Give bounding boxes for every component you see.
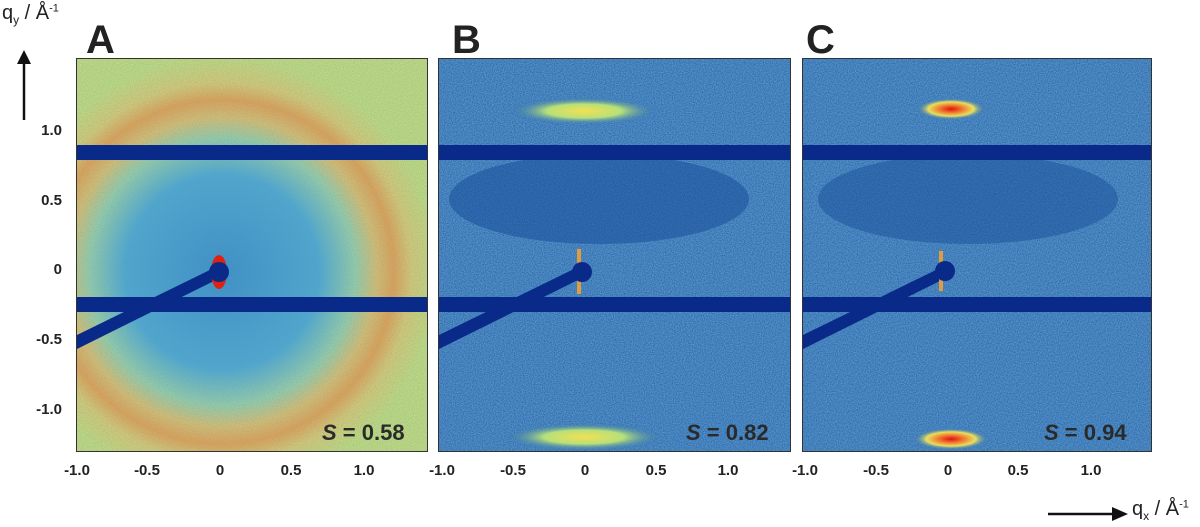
x-tick: -1.0 [792, 462, 818, 479]
panel-label: B [452, 18, 481, 62]
x-tick: 0.5 [1007, 462, 1029, 479]
panel-a-image [76, 58, 428, 452]
y-tick: 0.5 [41, 192, 62, 209]
x-tick: 0.5 [645, 462, 667, 479]
order-parameter-label: S = 0.82 [686, 420, 769, 445]
x-tick: 0.5 [280, 462, 302, 479]
x-tick: -0.5 [500, 462, 526, 479]
x-tick: 1.0 [1080, 462, 1102, 479]
y-tick: 1.0 [41, 122, 62, 139]
x-tick: -1.0 [429, 462, 455, 479]
x-axis-arrow-icon [1048, 507, 1128, 521]
y-axis-arrow-icon [17, 50, 31, 120]
y-tick: -1.0 [36, 401, 62, 418]
panel-c-image [802, 58, 1152, 452]
x-tick: -1.0 [64, 462, 90, 479]
order-parameter-label: S = 0.94 [1044, 420, 1127, 445]
x-tick: -0.5 [134, 462, 160, 479]
x-tick: -0.5 [863, 462, 889, 479]
panel-label: C [806, 18, 835, 62]
panel-label: A [86, 18, 115, 62]
x-tick: 0 [215, 462, 225, 479]
y-axis-label: qy / Å-1 [2, 2, 59, 27]
x-tick: 1.0 [717, 462, 739, 479]
order-parameter-label: S = 0.58 [322, 420, 405, 445]
x-tick: 0 [580, 462, 590, 479]
y-tick: 0 [53, 261, 62, 278]
x-tick: 1.0 [353, 462, 375, 479]
x-axis-label: qx / Å-1 [1132, 498, 1189, 523]
panel-b-image [438, 58, 791, 452]
x-tick: 0 [943, 462, 953, 479]
y-tick: -0.5 [36, 331, 62, 348]
